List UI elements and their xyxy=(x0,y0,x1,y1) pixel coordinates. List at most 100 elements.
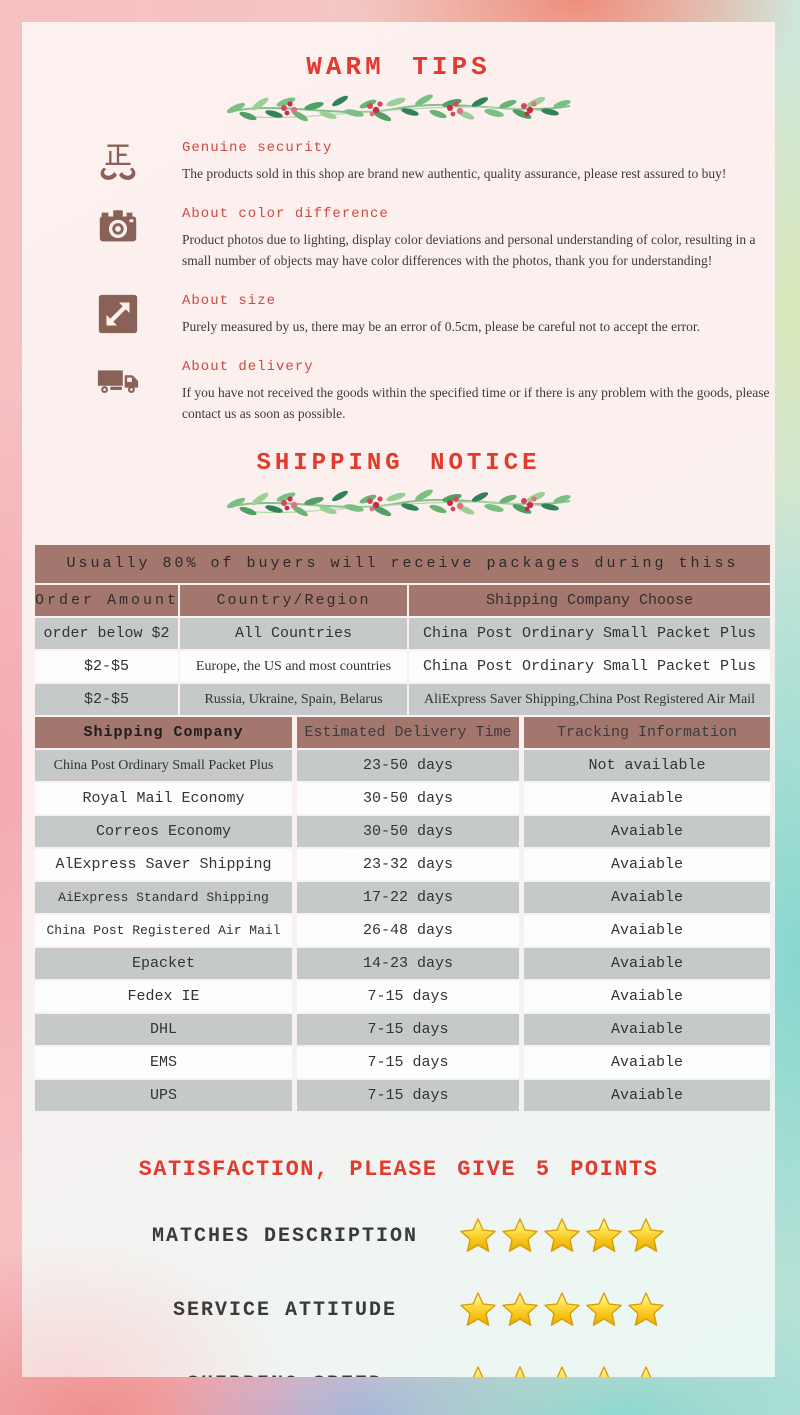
star-icon xyxy=(500,1216,540,1256)
table-cell: 26-48 days xyxy=(297,915,519,946)
table-cell: Epacket xyxy=(35,948,292,979)
rating-label: SERVICE ATTITUDE xyxy=(172,1298,398,1322)
rating-row-shipping-speed: SHIPPING SPEED xyxy=(140,1364,775,1377)
tip-size: About size Purely measured by us, there … xyxy=(22,291,775,337)
table-cell: order below $2 xyxy=(35,618,178,649)
warm-tips-title: WARM TIPS xyxy=(306,52,491,82)
warm-tips-list: Genuine security The products sold in th… xyxy=(22,138,775,424)
content-panel: WARM TIPS Genuine security The products … xyxy=(22,22,775,1377)
table-cell: Avaiable xyxy=(524,1014,770,1045)
star-icon xyxy=(584,1364,624,1377)
tip-title: Genuine security xyxy=(182,140,333,156)
table-cell: China Post Ordinary Small Packet Plus xyxy=(409,651,770,682)
tip-body: The products sold in this shop are brand… xyxy=(182,166,727,181)
table-cell: EMS xyxy=(35,1047,292,1078)
delivery-time-table: Shipping Company Estimated Delivery Time… xyxy=(35,717,770,1111)
table-row: China Post Ordinary Small Packet Plus 23… xyxy=(35,750,770,781)
table-cell: 7-15 days xyxy=(297,1014,519,1045)
genuine-security-icon xyxy=(100,144,136,180)
table-row: $2-$5 Europe, the US and most countries … xyxy=(35,651,770,682)
table-cell: UPS xyxy=(35,1080,292,1111)
table-cell: Avaiable xyxy=(524,1047,770,1078)
table-row: AlExpress Saver Shipping 23-32 days Avai… xyxy=(35,849,770,880)
camera-icon xyxy=(99,210,137,242)
table-row: DHL 7-15 days Avaiable xyxy=(35,1014,770,1045)
star-icon xyxy=(500,1290,540,1330)
tip-title: About delivery xyxy=(182,359,314,375)
table-cell: AiExpress Standard Shipping xyxy=(35,882,292,913)
star-icon xyxy=(626,1364,666,1377)
star-icon xyxy=(626,1290,666,1330)
table-row: $2-$5 Russia, Ukraine, Spain, Belarus Al… xyxy=(35,684,770,715)
table-cell: All Countries xyxy=(180,618,407,649)
table-cell: Avaiable xyxy=(524,783,770,814)
star-rating xyxy=(458,1216,666,1256)
table-header-row: Shipping Company Estimated Delivery Time… xyxy=(35,717,770,748)
rating-row-service-attitude: SERVICE ATTITUDE xyxy=(140,1290,775,1330)
star-icon xyxy=(458,1216,498,1256)
table-row: Fedex IE 7-15 days Avaiable xyxy=(35,981,770,1012)
star-icon xyxy=(542,1290,582,1330)
rating-row-matches-description: MATCHES DESCRIPTION xyxy=(140,1216,775,1256)
tip-title: About color difference xyxy=(182,206,389,222)
shipping-choose-table: Usually 80% of buyers will receive packa… xyxy=(35,545,770,715)
tip-genuine-security: Genuine security The products sold in th… xyxy=(22,138,775,184)
table-cell: Royal Mail Economy xyxy=(35,783,292,814)
table-cell: DHL xyxy=(35,1014,292,1045)
tip-body: Product photos due to lighting, display … xyxy=(182,232,756,268)
table-cell: Avaiable xyxy=(524,882,770,913)
table-cell: 17-22 days xyxy=(297,882,519,913)
table-cell: Avaiable xyxy=(524,816,770,847)
table-cell: 23-32 days xyxy=(297,849,519,880)
table-cell: Avaiable xyxy=(524,1080,770,1111)
star-icon xyxy=(458,1364,498,1377)
star-icon xyxy=(542,1216,582,1256)
shipping-notice-title: SHIPPING NOTICE xyxy=(256,450,541,477)
star-icon xyxy=(458,1290,498,1330)
table-cell: Europe, the US and most countries xyxy=(180,651,407,682)
table-row: UPS 7-15 days Avaiable xyxy=(35,1080,770,1111)
star-icon xyxy=(584,1290,624,1330)
table-cell: AliExpress Saver Shipping,China Post Reg… xyxy=(409,684,770,715)
table-cell: China Post Registered Air Mail xyxy=(35,915,292,946)
tip-body: If you have not received the goods withi… xyxy=(182,385,770,421)
table-cell: $2-$5 xyxy=(35,684,178,715)
table-cell: 14-23 days xyxy=(297,948,519,979)
size-arrow-icon xyxy=(98,294,138,334)
table-cell: Russia, Ukraine, Spain, Belarus xyxy=(180,684,407,715)
tip-body: Purely measured by us, there may be an e… xyxy=(182,319,701,334)
rating-label: MATCHES DESCRIPTION xyxy=(151,1224,419,1248)
table-cell: AlExpress Saver Shipping xyxy=(35,849,292,880)
star-icon xyxy=(542,1364,582,1377)
table-cell: Avaiable xyxy=(524,981,770,1012)
shipping-tables: Usually 80% of buyers will receive packa… xyxy=(35,545,770,1111)
table-cell: 23-50 days xyxy=(297,750,519,781)
table-row: China Post Registered Air Mail 26-48 day… xyxy=(35,915,770,946)
table-cell: Not available xyxy=(524,750,770,781)
table-cell: 7-15 days xyxy=(297,981,519,1012)
table-cell: 30-50 days xyxy=(297,783,519,814)
column-header: Shipping Company xyxy=(35,717,292,748)
tip-delivery: About delivery If you have not received … xyxy=(22,357,775,424)
floral-divider-icon xyxy=(224,91,572,125)
column-header: Tracking Information xyxy=(524,717,770,748)
table-row: order below $2 All Countries China Post … xyxy=(35,618,770,649)
satisfaction-title: SATISFACTION, PLEASE GIVE 5 POINTS xyxy=(138,1157,659,1182)
table-cell: Fedex IE xyxy=(35,981,292,1012)
star-icon xyxy=(626,1216,666,1256)
table-row: Epacket 14-23 days Avaiable xyxy=(35,948,770,979)
table-row: AiExpress Standard Shipping 17-22 days A… xyxy=(35,882,770,913)
rating-label: SHIPPING SPEED xyxy=(140,1373,430,1378)
table-cell: Correos Economy xyxy=(35,816,292,847)
floral-divider-icon xyxy=(224,486,572,520)
table-cell: Avaiable xyxy=(524,849,770,880)
star-rating xyxy=(458,1290,666,1330)
table-row: Correos Economy 30-50 days Avaiable xyxy=(35,816,770,847)
table-banner: Usually 80% of buyers will receive packa… xyxy=(35,545,770,610)
table-row: EMS 7-15 days Avaiable xyxy=(35,1047,770,1078)
star-icon xyxy=(500,1364,540,1377)
delivery-truck-icon xyxy=(97,370,139,394)
table-cell: China Post Ordinary Small Packet Plus xyxy=(409,618,770,649)
tip-title: About size xyxy=(182,293,277,309)
